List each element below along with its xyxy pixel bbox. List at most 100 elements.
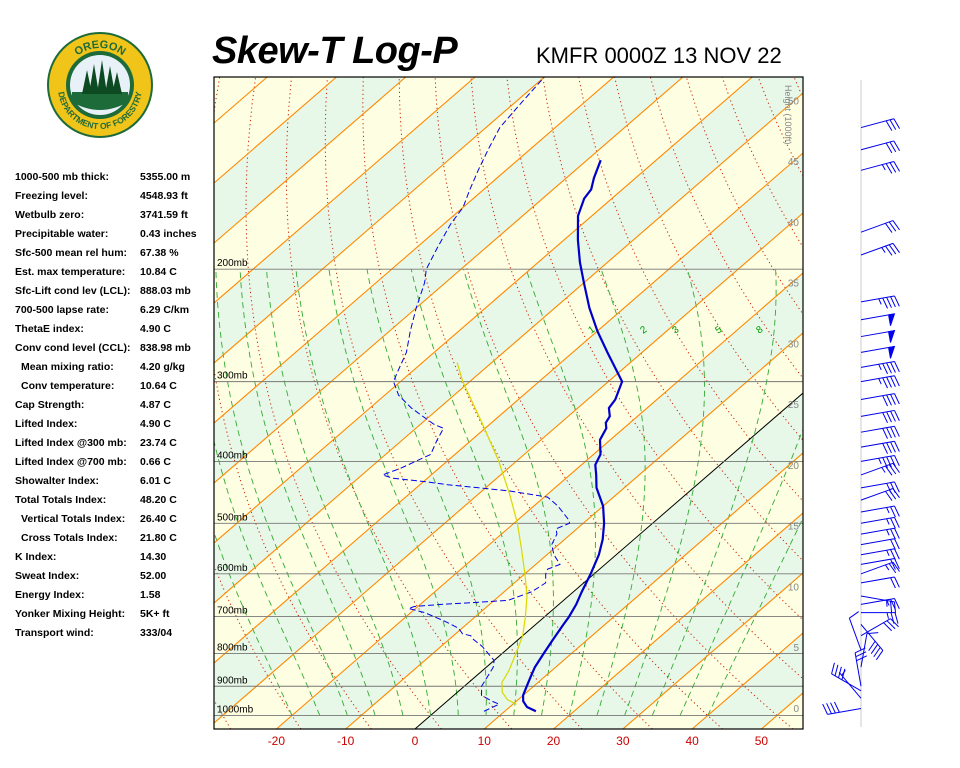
temperature-band [214, 153, 803, 724]
stat-value: 10.64 C [140, 380, 177, 392]
mixing-ratio-label: 8 [754, 324, 765, 336]
stat-value: 4.20 g/kg [140, 361, 185, 373]
parcel-line [456, 362, 528, 705]
isobar-label: 200mb [217, 258, 248, 269]
x-tick-label: 20 [547, 734, 561, 748]
stat-value: 0.43 inches [140, 228, 197, 240]
moist-adiabat [596, 269, 646, 716]
freezing-isotherm [414, 392, 803, 729]
dry-adiabat [938, 77, 960, 729]
wind-barb [860, 409, 900, 424]
isotherm [214, 212, 803, 724]
wind-barb [860, 393, 900, 407]
stat-row: Vertical Totals Index: 26.40 C [15, 509, 215, 528]
stat-label: Showalter Index: [15, 475, 100, 487]
sounding-indices-table: 1000-500 mb thick: 5355.00 m Freezing leve… [15, 167, 215, 642]
wind-barb [860, 361, 900, 375]
isobar-label: 400mb [217, 450, 248, 461]
stat-value: 6.01 C [140, 475, 171, 487]
isobar-label: 800mb [217, 643, 248, 654]
stat-row: Sfc-Lift cond lev (LCL): 888.03 mb [15, 281, 215, 300]
wind-barb [860, 161, 901, 174]
stat-label: Vertical Totals Index: [21, 513, 126, 525]
stat-row: Precipitable water: 0.43 inches [15, 224, 215, 243]
stat-value: 10.84 C [140, 266, 177, 278]
stat-value: 4.87 C [140, 399, 171, 411]
wind-barb [860, 455, 900, 469]
stat-row: Lifted Index @300 mb: 23.74 C [15, 433, 215, 452]
stat-label: 700-500 lapse rate: [15, 304, 109, 316]
stat-label: Est. max temperature: [15, 266, 126, 278]
wind-barb [860, 462, 900, 476]
x-tick-label: -10 [337, 734, 355, 748]
stat-value: 14.30 [140, 551, 167, 563]
stat-label: Freezing level: [15, 190, 88, 202]
wind-barb [860, 140, 901, 154]
stat-value: 0.66 C [140, 456, 171, 468]
isotherm [276, 272, 803, 729]
stat-value: 21.80 C [140, 532, 177, 544]
stat-row: Mean mixing ratio: 4.20 g/kg [15, 357, 215, 376]
dewpoint-line [381, 77, 570, 712]
stat-row: Cap Strength: 4.87 C [15, 395, 215, 414]
height-axis-title: Height (1000ft) [783, 85, 793, 145]
stat-row: Est. max temperature: 10.84 C [15, 262, 215, 281]
wind-barb [860, 295, 900, 309]
wind-barb [822, 701, 862, 715]
height-tick-label: 10 [788, 582, 800, 593]
isotherm [214, 77, 545, 364]
height-tick-label: 50 [788, 96, 800, 107]
x-tick-label: 50 [755, 734, 769, 748]
wind-barb [860, 118, 901, 131]
stat-label: K Index: [15, 551, 57, 563]
isotherm [214, 92, 803, 604]
moist-adiabat [707, 517, 803, 716]
stat-row: ThetaE index: 4.90 C [15, 319, 215, 338]
stat-label: Conv temperature: [21, 380, 115, 392]
isotherm [345, 332, 803, 729]
dry-adiabat [362, 77, 653, 729]
station-time-label: KMFR 0000Z 13 NOV 22 [536, 43, 782, 68]
stat-value: 67.38 % [140, 247, 179, 259]
stat-label: Lifted Index: [15, 418, 78, 430]
stat-label: Sfc-Lift cond lev (LCL): [15, 285, 131, 297]
wind-barb [860, 538, 900, 550]
stat-row: Lifted Index: 4.90 C [15, 414, 215, 433]
stat-label: Precipitable water: [15, 228, 109, 240]
stat-value: 3741.59 ft [140, 209, 188, 221]
wind-barb [860, 440, 900, 454]
wind-barb [861, 612, 899, 624]
wind-barb [860, 548, 900, 561]
svg-text:OREGON: OREGON [72, 39, 127, 58]
stat-label: Transport wind: [15, 627, 94, 639]
height-tick-label: 15 [788, 522, 800, 533]
stat-row: Lifted Index @700 mb: 0.66 C [15, 452, 215, 471]
isotherm [622, 572, 803, 729]
wind-barb [860, 242, 900, 256]
x-tick-label: 30 [616, 734, 630, 748]
stat-label: Wetbulb zero: [15, 209, 85, 221]
isotherm [483, 452, 803, 729]
wind-barb [860, 576, 900, 589]
stat-value: 23.74 C [140, 437, 177, 449]
height-tick-label: 30 [788, 339, 800, 350]
wind-barb [860, 220, 900, 233]
temperature-band [214, 77, 803, 604]
stat-row: Yonker Mixing Height: 5K+ ft [15, 604, 215, 623]
stat-value: 1.58 [140, 589, 161, 601]
wind-barb [860, 527, 900, 540]
wind-barb [860, 481, 900, 494]
stat-label: Sweat Index: [15, 570, 80, 582]
wind-barb [848, 611, 862, 651]
stat-label: Yonker Mixing Height: [15, 608, 126, 620]
isotherm [214, 77, 407, 244]
stat-value: 838.98 mb [140, 342, 191, 354]
wind-barb [831, 662, 862, 692]
wind-barb [860, 595, 897, 614]
isotherm [214, 77, 476, 304]
stat-value: 5K+ ft [140, 608, 170, 620]
stat-label: Mean mixing ratio: [21, 361, 114, 373]
wind-barb [860, 425, 900, 439]
mixing-ratio-label: 5 [713, 324, 724, 336]
